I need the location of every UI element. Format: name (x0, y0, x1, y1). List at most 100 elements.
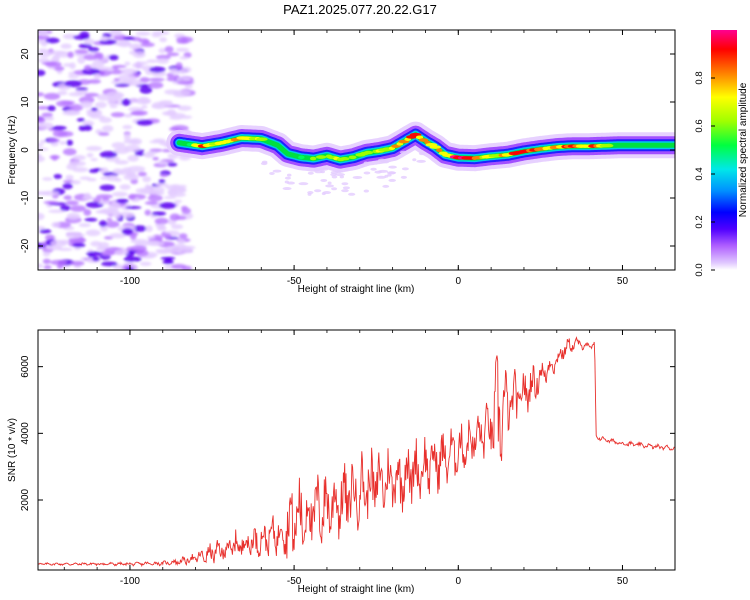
spectrogram-noise-blob (90, 157, 98, 162)
spectrogram-noise-blob (169, 70, 181, 75)
spectrogram-ylabel: Frequency (Hz) (7, 116, 18, 185)
spectrogram-noise-blob (125, 206, 142, 210)
spectrogram-noise-blob (122, 125, 133, 130)
spectrogram-noise-blob (84, 92, 100, 97)
ridge-side-blob (284, 180, 290, 184)
ridge-hotspot (298, 155, 305, 160)
spectrogram-noise-blob (70, 180, 81, 185)
spectrogram-noise-blob (83, 38, 95, 45)
ridge-hotspot (256, 137, 268, 142)
spectrogram-noise-blob (45, 37, 60, 44)
spectrogram-noise-blob (62, 110, 81, 116)
spectrogram-noise-blob (147, 194, 163, 202)
spectrogram-noise-blob (128, 193, 136, 200)
spectrogram-noise-blob (84, 217, 98, 222)
spectrogram-noise-blob (112, 191, 128, 197)
ridge-side-blob (298, 182, 309, 186)
ridge-side-blob (381, 160, 390, 164)
spectrogram-noise-blob (92, 256, 100, 262)
spectrogram-noise-blob (47, 105, 56, 112)
spectrogram-noise-blob (128, 79, 142, 87)
ridge-side-blob (370, 167, 377, 171)
spectrogram-noise-blob (44, 234, 55, 241)
spectrogram-noise-blob (50, 259, 68, 266)
spectrogram-noise-blob (99, 151, 118, 159)
spectrogram-noise-blob (123, 113, 133, 118)
spectrogram-noise-blob (53, 66, 65, 71)
spectrogram-noise-blob (70, 104, 84, 112)
spectrogram-noise-blob (105, 220, 120, 228)
ridge-side-blob (388, 165, 397, 169)
spectrogram-noise-blob (79, 176, 91, 180)
spectrogram-noise-blob (99, 220, 108, 227)
spectrogram-ytick-label: 0 (20, 147, 31, 153)
spectrogram-noise-blob (114, 178, 122, 182)
spectrogram-noise-blob (135, 249, 149, 257)
spectrogram-noise-blob (83, 124, 93, 131)
spectrogram-noise-blob (171, 125, 189, 132)
spectrogram-noise-blob (53, 174, 63, 179)
spectrogram-noise-blob (163, 195, 177, 200)
spectrogram-xlabel: Height of straight line (km) (298, 284, 415, 295)
ridge-side-blob (418, 152, 426, 156)
ridge-side-blob (352, 175, 363, 179)
spectrogram-noise-blob (38, 92, 45, 97)
spectrogram-noise-blob (66, 212, 81, 220)
spectrogram-noise-blob (147, 186, 165, 194)
spectrogram-noise-blob (110, 112, 125, 118)
spectrogram-noise-blob (128, 106, 144, 112)
spectrogram-noise-blob (113, 211, 121, 219)
spectrogram-noise-blob (51, 125, 67, 131)
colorbar-tick-label: 0.0 (694, 263, 705, 276)
spectrogram-noise-blob (70, 260, 85, 266)
spectrogram-noise-blob (38, 226, 46, 230)
spectrogram-noise-blob (78, 43, 92, 49)
spectrogram-noise-blob (99, 184, 115, 191)
spectrogram-noise-blob (146, 59, 159, 63)
spectrogram-noise-blob (48, 209, 65, 214)
spectrogram-noise-blob (118, 74, 136, 82)
ridge-side-blob (334, 169, 344, 173)
spectrogram-noise-blob (52, 130, 68, 138)
spectrogram-noise-blob (159, 202, 177, 209)
spectrogram-noise-blob (151, 33, 162, 38)
spectrogram-noise-blob (94, 101, 107, 109)
ridge-side-blob (320, 170, 325, 174)
spectrogram-noise-blob (83, 209, 92, 216)
spectrogram-noise-blob (57, 247, 73, 252)
snr-series-line (38, 336, 675, 568)
snr-frame (37, 329, 676, 571)
spectrogram-noise-blob (132, 225, 147, 232)
spectrogram-noise-blob (62, 33, 77, 40)
spectrogram-noise-blob (129, 111, 144, 116)
ridge-side-blob (348, 192, 356, 196)
ridge-side-blob (341, 189, 349, 193)
colorbar-gradient (711, 30, 737, 270)
spectrogram-noise-blob (139, 86, 153, 94)
spectrogram-noise-blob (72, 167, 89, 173)
spectrogram-noise-blob (38, 105, 50, 110)
spectrogram-noise-blob (39, 229, 52, 234)
ridge-side-blob (314, 189, 322, 193)
spectrogram-noise-blob (159, 37, 167, 43)
spectrogram-noise-blob (145, 225, 153, 232)
spectrogram-noise-blob (141, 105, 148, 109)
spectrogram-noise-blob (98, 209, 109, 214)
spectrogram-noise-blob (123, 133, 131, 141)
spectrogram-noise-blob (154, 217, 169, 225)
spectrogram-noise-blob (83, 54, 98, 61)
spectrogram-noise-blob (169, 186, 182, 192)
spectrogram-noise-blob (101, 261, 118, 267)
ridge-side-blob (363, 171, 371, 175)
ridge-hotspot (309, 156, 317, 161)
colorbar: 0.0 0.2 0.4 0.6 0.8 Normalized spectral ampl… (694, 30, 749, 277)
spectrogram-noise-blob (115, 198, 129, 204)
ridge-side-blob (339, 175, 345, 179)
spectrogram-noise-blob (148, 82, 164, 89)
spectrogram-noise-blob (152, 156, 159, 161)
spectrogram-noise-blob (39, 139, 46, 144)
spectrogram-noise-blob (120, 68, 137, 75)
spectrogram-noise-blob (45, 116, 55, 121)
